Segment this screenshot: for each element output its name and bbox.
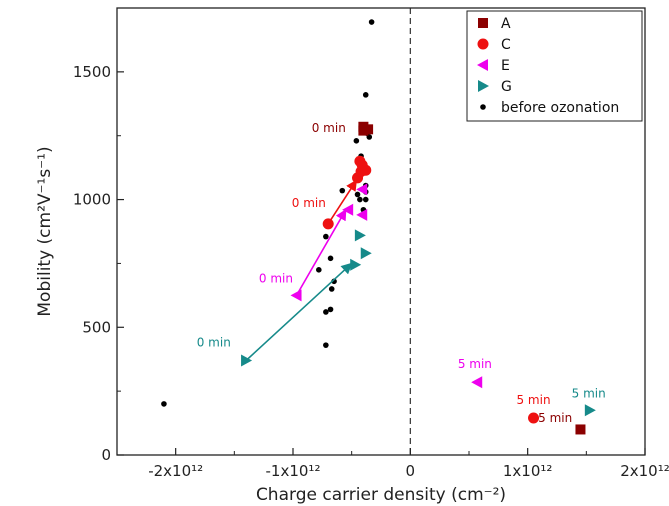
annotation-label: 5 min <box>572 387 606 401</box>
series-e <box>290 183 483 389</box>
legend-marker <box>480 104 486 110</box>
data-point <box>362 92 369 98</box>
data-point <box>161 401 167 407</box>
data-point <box>350 258 362 271</box>
y-tick-label: 500 <box>82 318 111 336</box>
data-point <box>358 125 369 136</box>
annotation-label: 0 min <box>312 121 346 135</box>
data-point <box>360 247 372 260</box>
legend-label: A <box>501 16 511 32</box>
data-point <box>471 376 483 389</box>
data-point <box>584 404 596 417</box>
y-tick-label: 1500 <box>73 63 111 81</box>
data-point <box>528 412 540 424</box>
data-point <box>323 233 329 240</box>
x-tick-label: 2x10¹² <box>620 462 669 480</box>
data-point <box>356 208 368 221</box>
data-point <box>357 196 363 203</box>
annotation-label: 0 min <box>292 196 326 210</box>
annotation-label: 5 min <box>458 357 492 371</box>
data-point <box>353 138 360 144</box>
annotation-label: 5 min <box>538 411 572 425</box>
annotation-label: 0 min <box>197 335 231 349</box>
series-before-ozonation <box>161 19 375 407</box>
data-point <box>328 286 335 292</box>
legend-marker <box>478 80 489 92</box>
trend-arrow <box>327 179 358 225</box>
y-tick-label: 0 <box>101 446 111 464</box>
legend-marker <box>477 59 488 71</box>
legend-label: C <box>501 37 511 53</box>
series-a <box>358 121 586 435</box>
data-point <box>575 424 586 435</box>
data-point <box>323 342 329 348</box>
data-point <box>342 203 354 216</box>
series-g <box>241 229 596 417</box>
data-point <box>327 255 334 262</box>
x-tick-label: 0 <box>406 462 416 480</box>
data-point <box>356 159 368 171</box>
plot-frame <box>116 7 646 456</box>
legend-box <box>466 10 643 122</box>
x-axis-title: Charge carrier density (cm⁻²) <box>256 485 506 505</box>
data-point <box>368 19 375 25</box>
annotation-label: 0 min <box>259 272 293 286</box>
legend-label: before ozonation <box>501 100 619 116</box>
data-point <box>316 267 322 273</box>
trend-arrow <box>295 208 347 296</box>
data-point <box>354 229 366 242</box>
data-point <box>323 309 329 315</box>
legend-marker <box>478 18 488 28</box>
data-point <box>290 289 302 302</box>
legend-label: E <box>501 58 510 74</box>
x-tick-label: -2x10¹² <box>148 462 203 480</box>
x-tick-label: -1x10¹² <box>266 462 321 480</box>
y-tick-label: 1000 <box>73 191 111 209</box>
axes: -2x10¹² -1x10¹² 0 1x10¹² 2x10¹² 0 500 1000 1500 C… <box>35 7 669 505</box>
legend-marker <box>477 38 489 50</box>
legend-label: G <box>501 79 512 95</box>
x-tick-label: 1x10¹² <box>503 462 553 480</box>
annotation-label: 5 min <box>516 393 550 407</box>
data-point <box>362 196 369 203</box>
data-point <box>354 191 361 198</box>
data-point <box>327 306 334 313</box>
trend-arrow <box>245 262 353 362</box>
y-axis-title: Mobility (cm²V⁻¹s⁻¹) <box>35 146 55 316</box>
data-point <box>356 183 368 196</box>
data-point <box>339 187 346 194</box>
